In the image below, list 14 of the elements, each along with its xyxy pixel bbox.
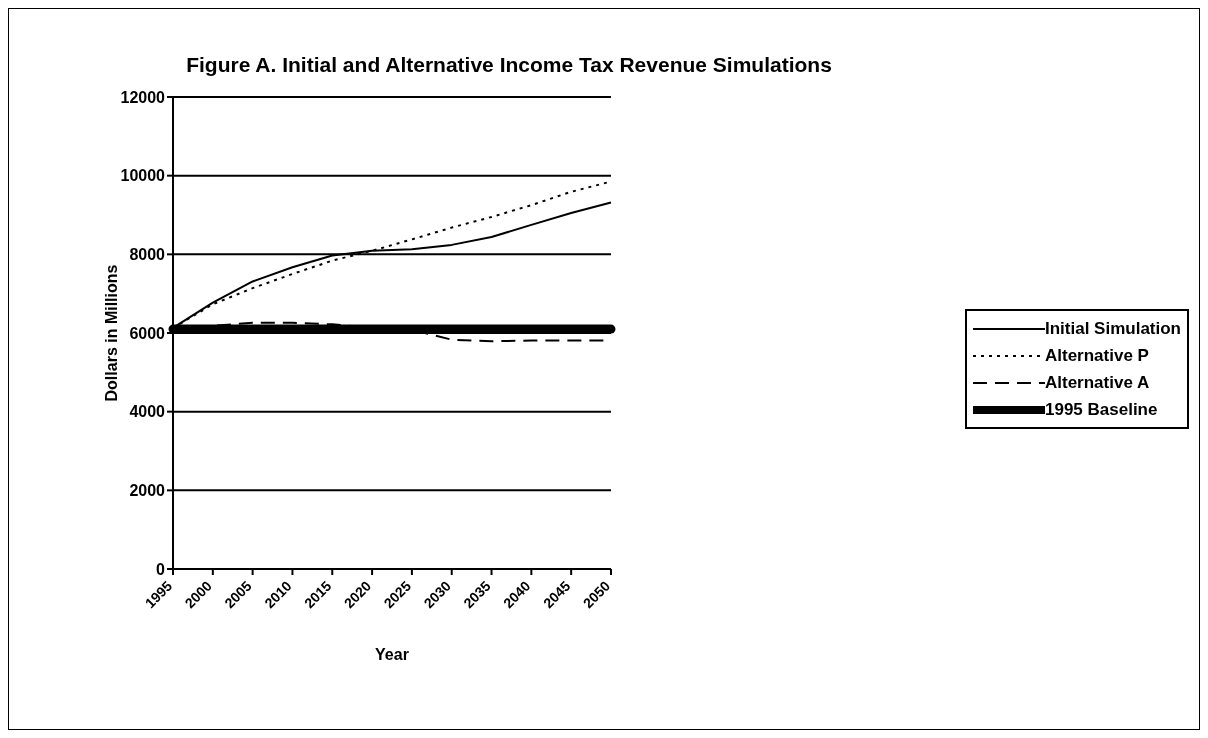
y-tick-label: 8000 (129, 246, 166, 264)
y-tick-label: 10000 (120, 167, 166, 185)
legend-label: Initial Simulation (1044, 318, 1181, 339)
y-tick-label: 0 (156, 560, 166, 578)
legend-label: Alternative A (1044, 372, 1150, 393)
y-tick-label: 2000 (129, 482, 166, 500)
legend-label: Alternative P (1044, 345, 1149, 366)
x-axis-title: Year (375, 646, 409, 664)
legend-label: 1995 Baseline (1044, 399, 1158, 420)
y-tick-label: 6000 (129, 324, 166, 342)
chart-title: Figure A. Initial and Alternative Income Tax Revenue Simulations (185, 53, 833, 77)
y-tick-label: 4000 (129, 403, 166, 421)
y-axis-title: Dollars in Millions (102, 264, 120, 402)
y-tick-label: 12000 (120, 88, 166, 106)
